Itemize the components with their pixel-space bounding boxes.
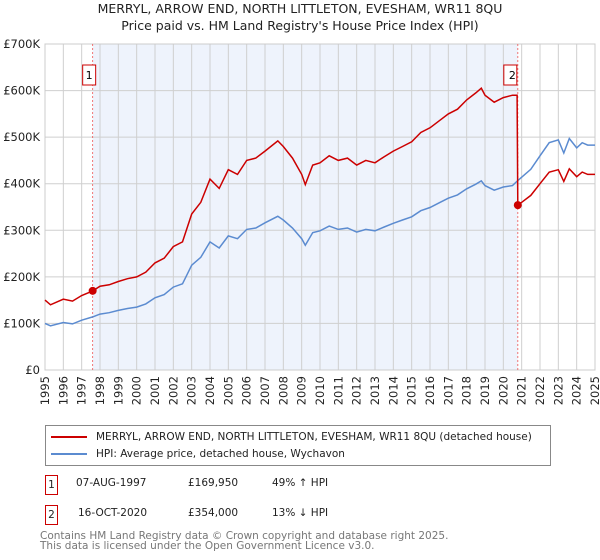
- x-tick-label: 2007: [258, 376, 272, 405]
- y-tick-label: £100K: [3, 316, 40, 330]
- sale-date: 16-OCT-2020: [78, 507, 147, 519]
- x-tick-label: 2014: [386, 376, 400, 405]
- x-tick-label: 2015: [405, 376, 419, 405]
- x-tick-label: 2020: [496, 376, 510, 405]
- legend-label-property: MERRYL, ARROW END, NORTH LITTLETON, EVES…: [96, 431, 532, 443]
- y-tick-label: £0: [25, 363, 40, 377]
- sale-row-1: 1 07-AUG-1997 £169,950 49% ↑ HPI: [45, 475, 445, 495]
- x-tick-label: 2006: [240, 376, 254, 405]
- x-tick-label: 2011: [331, 376, 345, 405]
- sale-row-2: 2 16-OCT-2020 £354,000 13% ↓ HPI: [45, 505, 445, 525]
- sale-point: [88, 286, 97, 295]
- price-chart: 1995 1996 1997 1998 1999 2000 2001 2002 2003 2004…: [3, 37, 600, 405]
- x-tick-label: 2005: [221, 376, 235, 405]
- ownership-shade: [92, 44, 518, 370]
- x-tick-label: 2021: [515, 376, 529, 405]
- sale-label: 2: [509, 69, 516, 82]
- sale-hpi-change: 49% ↑ HPI: [272, 477, 329, 489]
- x-tick-label: 2016: [423, 376, 437, 405]
- x-tick-label: 2001: [148, 376, 162, 405]
- legend-swatch-hpi: [51, 453, 87, 455]
- sale-date: 07-AUG-1997: [76, 477, 147, 489]
- x-tick-label: 2023: [551, 376, 565, 405]
- x-tick-label: 2017: [441, 376, 455, 405]
- x-tick-label: 2018: [460, 376, 474, 405]
- x-tick-label: 2008: [276, 376, 290, 405]
- legend-label-hpi: HPI: Average price, detached house, Wych…: [96, 448, 345, 460]
- x-tick-label: 2009: [295, 376, 309, 405]
- footer-line-2: This data is licensed under the Open Gov…: [40, 540, 375, 552]
- footer-line-1: Contains HM Land Registry data © Crown c…: [40, 530, 449, 542]
- x-tick-label: 2022: [533, 376, 547, 405]
- x-tick-label: 2003: [185, 376, 199, 405]
- x-tick-label: 2010: [313, 376, 327, 405]
- sale-label-box: [82, 64, 97, 86]
- sale-label: 1: [86, 69, 93, 82]
- chart-title: MERRYL, ARROW END, NORTH LITTLETON, EVES…: [97, 1, 503, 16]
- legend-swatch-property: [51, 436, 87, 438]
- legend: MERRYL, ARROW END, NORTH LITTLETON, EVES…: [45, 425, 551, 466]
- chart-subtitle: Price paid vs. HM Land Registry's House …: [121, 18, 479, 33]
- x-tick-label: 1995: [38, 376, 52, 405]
- y-tick-label: £200K: [3, 270, 40, 284]
- sale-badge-2: 2: [45, 505, 58, 525]
- x-tick-label: 2000: [130, 376, 144, 405]
- footer: Contains HM Land Registry data © Crown c…: [40, 530, 449, 552]
- y-tick-label: £700K: [3, 37, 40, 51]
- x-tick-label: 1996: [56, 376, 70, 405]
- x-tick-label: 2025: [588, 376, 600, 405]
- sale-label-box: [503, 64, 518, 86]
- y-tick-label: £500K: [3, 130, 40, 144]
- y-tick-label: £300K: [3, 223, 40, 237]
- plot-frame: [44, 43, 596, 371]
- x-tick-label: 2012: [350, 376, 364, 405]
- x-tick-label: 1999: [111, 376, 125, 405]
- y-tick-label: £600K: [3, 84, 40, 98]
- sale-price: £169,950: [188, 477, 239, 489]
- x-tick-label: 1998: [93, 376, 107, 405]
- x-tick-label: 1997: [75, 376, 89, 405]
- sale-price: £354,000: [188, 507, 239, 519]
- series-line: [44, 136, 595, 327]
- sale-point: [513, 201, 522, 210]
- x-tick-label: 2019: [478, 376, 492, 405]
- sale-hpi-change: 13% ↓ HPI: [272, 507, 329, 519]
- y-tick-label: £400K: [3, 177, 40, 191]
- x-tick-label: 2002: [166, 376, 180, 405]
- x-tick-label: 2024: [570, 376, 584, 405]
- sale-badge-1: 1: [45, 475, 58, 495]
- x-tick-label: 2004: [203, 376, 217, 405]
- x-tick-label: 2013: [368, 376, 382, 405]
